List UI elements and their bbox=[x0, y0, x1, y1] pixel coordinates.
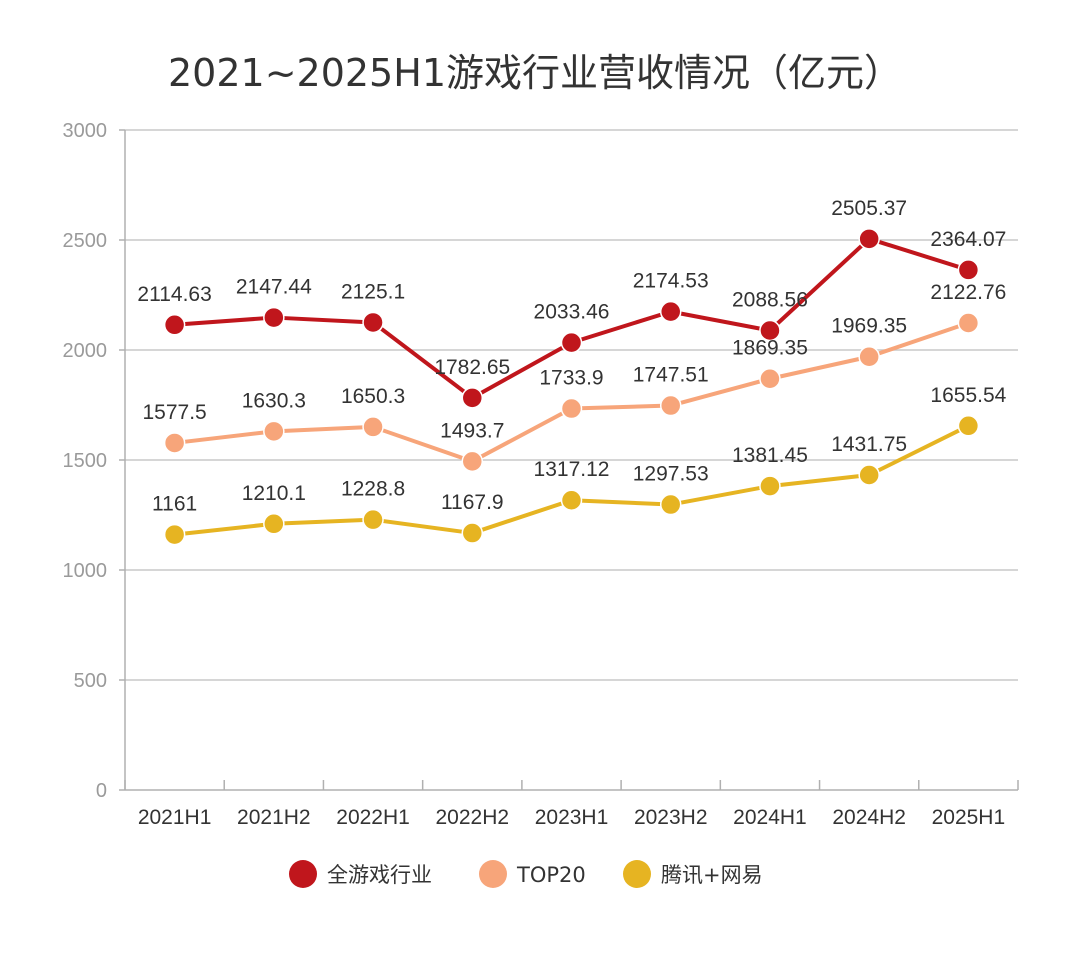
data-label: 2114.63 bbox=[137, 283, 211, 306]
data-label: 1655.54 bbox=[930, 384, 1006, 407]
data-label: 1161 bbox=[152, 493, 197, 516]
data-label: 1577.5 bbox=[142, 401, 206, 424]
data-label: 2088.56 bbox=[732, 289, 808, 312]
data-point bbox=[659, 300, 682, 323]
data-labels: 2114.63 2147.44 2125.1 1782.65 2033.46 2174.5… bbox=[137, 197, 1006, 516]
data-label: 2147.44 bbox=[236, 276, 312, 299]
data-label: 1630.3 bbox=[242, 389, 306, 412]
x-tick-label: 2024H1 bbox=[733, 806, 807, 829]
x-tick-label: 2024H2 bbox=[832, 806, 906, 829]
data-label: 1969.35 bbox=[831, 315, 907, 338]
data-point bbox=[263, 306, 285, 329]
data-point bbox=[560, 397, 583, 420]
data-point bbox=[957, 259, 980, 281]
x-tick-label: 2023H2 bbox=[634, 806, 708, 829]
y-tick-label: 0 bbox=[96, 780, 107, 802]
x-tick-label: 2023H1 bbox=[535, 806, 609, 829]
data-point bbox=[263, 420, 285, 443]
data-label: 2174.53 bbox=[633, 270, 709, 293]
data-label: 1733.9 bbox=[539, 367, 603, 390]
x-tick-label: 2025H1 bbox=[932, 806, 1006, 829]
data-point bbox=[461, 522, 484, 544]
legend-label: 腾讯+网易 bbox=[661, 863, 763, 887]
x-tick-label: 2021H2 bbox=[237, 806, 311, 829]
data-label: 1782.65 bbox=[434, 356, 510, 379]
data-point bbox=[362, 311, 384, 334]
data-point bbox=[858, 464, 880, 486]
legend-label: 全游戏行业 bbox=[327, 863, 432, 887]
data-point bbox=[560, 489, 583, 511]
legend-marker bbox=[289, 860, 317, 888]
x-tick-label: 2022H1 bbox=[336, 806, 410, 829]
y-tick-label: 3000 bbox=[63, 120, 108, 142]
legend: 全游戏行业 TOP20 腾讯+网易 bbox=[289, 860, 763, 888]
data-point bbox=[163, 432, 186, 454]
data-point bbox=[957, 415, 980, 437]
data-label: 1297.53 bbox=[633, 463, 709, 486]
y-tick-label: 500 bbox=[74, 670, 107, 692]
data-label: 1493.7 bbox=[440, 419, 504, 442]
data-label: 1869.35 bbox=[732, 337, 808, 360]
data-point bbox=[163, 523, 186, 546]
data-point bbox=[560, 331, 583, 354]
legend-marker bbox=[623, 860, 651, 888]
data-point bbox=[858, 228, 880, 250]
data-point bbox=[957, 312, 980, 334]
data-point bbox=[163, 314, 186, 336]
data-label: 1381.45 bbox=[732, 444, 808, 467]
data-point bbox=[659, 493, 682, 516]
data-point bbox=[362, 508, 384, 531]
data-label: 1317.12 bbox=[534, 458, 610, 481]
y-tick-label: 2000 bbox=[63, 340, 108, 362]
legend-marker bbox=[479, 860, 507, 888]
data-point bbox=[759, 367, 781, 390]
data-label: 2122.76 bbox=[930, 281, 1006, 304]
data-label: 1228.8 bbox=[341, 478, 405, 501]
data-point bbox=[461, 450, 484, 473]
x-axis-ticks: 2021H1 2021H2 2022H1 2022H2 2023H1 2023H2 2024… bbox=[124, 780, 1019, 829]
series-points bbox=[163, 228, 980, 546]
data-label: 1431.75 bbox=[831, 433, 907, 456]
x-tick-label: 2021H1 bbox=[138, 806, 212, 829]
data-point bbox=[759, 475, 781, 497]
data-label: 1650.3 bbox=[341, 385, 405, 408]
data-point bbox=[362, 416, 384, 438]
data-label: 2505.37 bbox=[831, 197, 907, 220]
data-label: 1210.1 bbox=[242, 482, 306, 505]
data-label: 2125.1 bbox=[341, 280, 405, 303]
x-tick-label: 2022H2 bbox=[435, 806, 509, 829]
data-point bbox=[263, 513, 285, 535]
data-label: 2364.07 bbox=[930, 228, 1006, 251]
legend-label: TOP20 bbox=[516, 863, 586, 887]
y-tick-label: 1500 bbox=[63, 450, 108, 472]
data-label: 1747.51 bbox=[633, 364, 709, 387]
y-tick-label: 1000 bbox=[63, 560, 108, 582]
data-point bbox=[759, 319, 781, 342]
data-point bbox=[659, 394, 682, 417]
y-axis-ticks: 0 500 1000 1500 2000 2500 3000 bbox=[63, 120, 125, 802]
data-point bbox=[858, 345, 880, 368]
y-tick-label: 2500 bbox=[63, 230, 108, 252]
data-label: 1167.9 bbox=[441, 491, 504, 514]
data-point bbox=[461, 387, 484, 409]
data-label: 2033.46 bbox=[534, 301, 610, 324]
chart-title: 2021~2025H1游戏行业营收情况（亿元） bbox=[167, 51, 902, 95]
